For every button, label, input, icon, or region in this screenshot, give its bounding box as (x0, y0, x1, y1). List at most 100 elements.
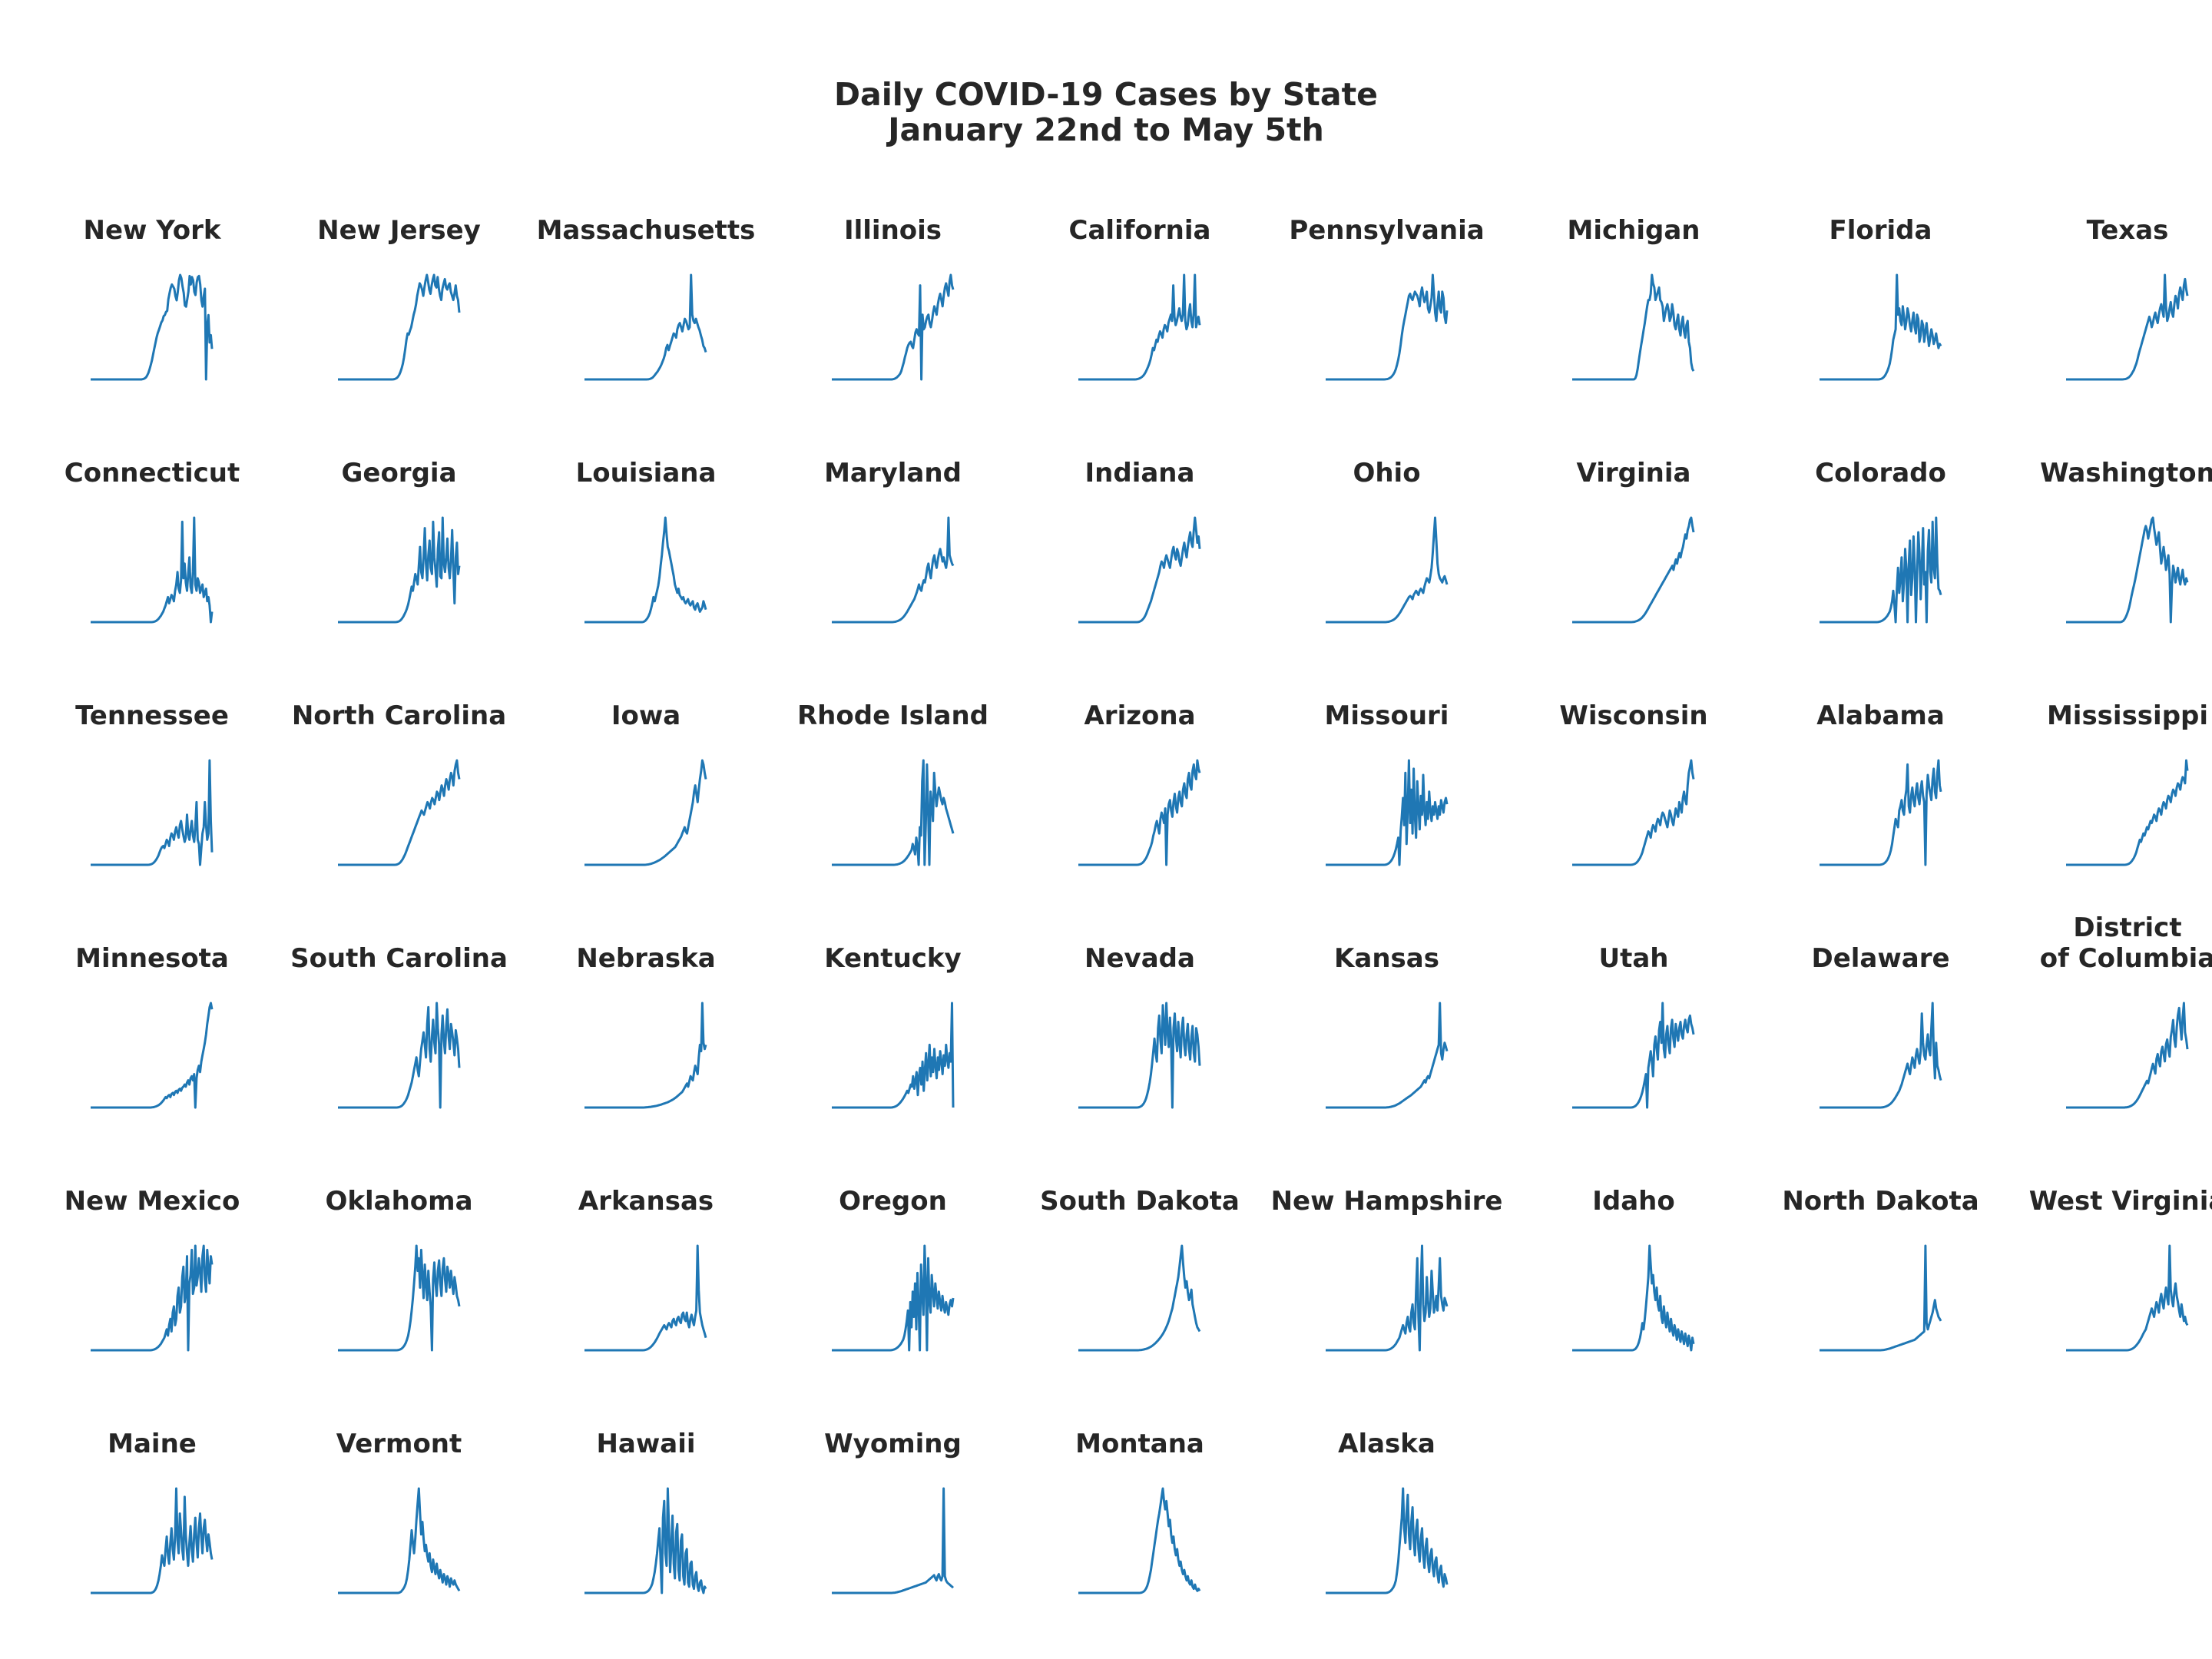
panel-title: Texas (2086, 215, 2169, 246)
sparkline-chart (1325, 1487, 1448, 1594)
sparkline-chart (584, 1002, 707, 1109)
panel-title: Massachusetts (536, 215, 756, 246)
panel-title: Indiana (1084, 458, 1195, 488)
panel-oregon: Oregon (770, 1152, 1016, 1395)
panel-massachusetts: Massachusetts (523, 181, 769, 424)
panel-louisiana: Louisiana (523, 424, 769, 667)
panel-title: North Carolina (291, 700, 507, 731)
panel-virginia: Virginia (1511, 424, 1757, 667)
panel-title: Tennessee (75, 700, 229, 731)
sparkline-chart (91, 1244, 214, 1352)
panel-title: West Virginia (2028, 1186, 2212, 1217)
sparkline-chart (337, 516, 460, 624)
sparkline-chart (1572, 516, 1695, 624)
panel-title: Florida (1829, 215, 1932, 246)
panel-alabama: Alabama (1758, 667, 2004, 909)
panel-title: Idaho (1592, 1186, 1675, 1217)
panel-wyoming: Wyoming (770, 1395, 1016, 1637)
panel-washington: Washington (2005, 424, 2212, 667)
sparkline-chart (2066, 1244, 2189, 1352)
panel-title: Pennsylvania (1289, 215, 1485, 246)
panel-maryland: Maryland (770, 424, 1016, 667)
panel-hawaii: Hawaii (523, 1395, 769, 1637)
panel-title: Vermont (336, 1429, 462, 1459)
panel-title: Arizona (1084, 700, 1196, 731)
panel-utah: Utah (1511, 909, 1757, 1152)
panel-mississippi: Mississippi (2005, 667, 2212, 909)
series-line (831, 1244, 954, 1352)
panel-title: Virginia (1576, 458, 1691, 488)
series-line (337, 1244, 460, 1352)
panel-nebraska: Nebraska (523, 909, 769, 1152)
panel-new-york: New York (29, 181, 275, 424)
series-line (831, 1487, 954, 1594)
series-line (1078, 273, 1201, 381)
sparkline-chart (831, 273, 954, 381)
panel-west-virginia: West Virginia (2005, 1152, 2212, 1395)
series-line (1819, 1002, 1942, 1109)
panel-arizona: Arizona (1017, 667, 1263, 909)
sparkline-chart (1078, 1244, 1201, 1352)
series-line (1572, 1244, 1695, 1352)
sparkline-chart (1572, 1002, 1695, 1109)
panel-alaska: Alaska (1264, 1395, 1510, 1637)
panel-connecticut: Connecticut (29, 424, 275, 667)
panel-title: New York (83, 215, 221, 246)
panel-title: New Jersey (317, 215, 481, 246)
sparkline-chart (831, 759, 954, 866)
sparkline-chart (584, 273, 707, 381)
series-line (2066, 273, 2189, 381)
sparkline-chart (584, 1487, 707, 1594)
series-line (584, 1002, 707, 1109)
panel-title: Wisconsin (1559, 700, 1708, 731)
panel-title: Washington (2040, 458, 2212, 488)
panel-pennsylvania: Pennsylvania (1264, 181, 1510, 424)
sparkline-chart (1078, 1487, 1201, 1594)
sparkline-chart (831, 1487, 954, 1594)
panel-michigan: Michigan (1511, 181, 1757, 424)
series-line (2066, 1244, 2189, 1352)
sparkline-chart (1819, 1244, 1942, 1352)
panel-title: Louisiana (575, 458, 717, 488)
series-line (1819, 273, 1942, 381)
panel-title: Arkansas (578, 1186, 714, 1217)
series-line (1819, 1244, 1942, 1352)
panel-illinois: Illinois (770, 181, 1016, 424)
series-line (2066, 759, 2189, 866)
series-line (337, 1487, 460, 1594)
figure-title: Daily COVID-19 Cases by State January 22… (834, 76, 1378, 148)
series-line (584, 1487, 707, 1594)
series-line (91, 516, 214, 624)
panel-title: Nebraska (576, 943, 716, 974)
panel-south-carolina: South Carolina (276, 909, 522, 1152)
panel-south-dakota: South Dakota (1017, 1152, 1263, 1395)
series-line (831, 516, 954, 624)
series-line (337, 516, 460, 624)
panel-title: Minnesota (75, 943, 229, 974)
sparkline-chart (2066, 759, 2189, 866)
series-line (1325, 1244, 1448, 1352)
panel-title: Kansas (1334, 943, 1439, 974)
sparkline-chart (337, 1002, 460, 1109)
series-line (1325, 759, 1448, 866)
sparkline-chart (337, 1487, 460, 1594)
panel-nevada: Nevada (1017, 909, 1263, 1152)
series-line (1325, 1002, 1448, 1109)
sparkline-chart (1325, 273, 1448, 381)
panel-title: North Dakota (1782, 1186, 1979, 1217)
panel-maine: Maine (29, 1395, 275, 1637)
panel-kansas: Kansas (1264, 909, 1510, 1152)
sparkline-chart (831, 516, 954, 624)
sparkline-chart (1078, 1002, 1201, 1109)
sparkline-chart (584, 516, 707, 624)
series-line (337, 1002, 460, 1109)
panel-title: Delaware (1811, 943, 1950, 974)
panel-title: Mississippi (2046, 700, 2209, 731)
sparkline-chart (584, 759, 707, 866)
panel-title: New Hampshire (1270, 1186, 1503, 1217)
series-line (584, 516, 707, 624)
series-line (1572, 759, 1695, 866)
panel-title: Michigan (1567, 215, 1700, 246)
panel-new-jersey: New Jersey (276, 181, 522, 424)
